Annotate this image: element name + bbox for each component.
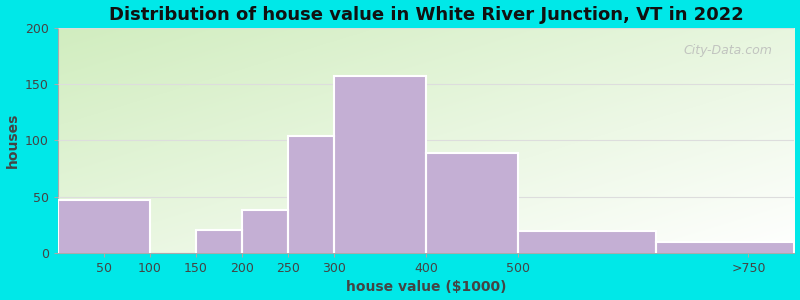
Bar [334,76,426,253]
Bar [196,230,242,253]
Bar [656,242,794,253]
Bar [518,232,656,253]
X-axis label: house value ($1000): house value ($1000) [346,280,506,294]
Title: Distribution of house value in White River Junction, VT in 2022: Distribution of house value in White Riv… [109,6,744,24]
Text: City-Data.com: City-Data.com [683,44,772,57]
Bar [242,210,288,253]
Bar [426,153,518,253]
Bar [58,200,150,253]
Y-axis label: houses: houses [6,113,19,168]
Bar [288,136,334,253]
